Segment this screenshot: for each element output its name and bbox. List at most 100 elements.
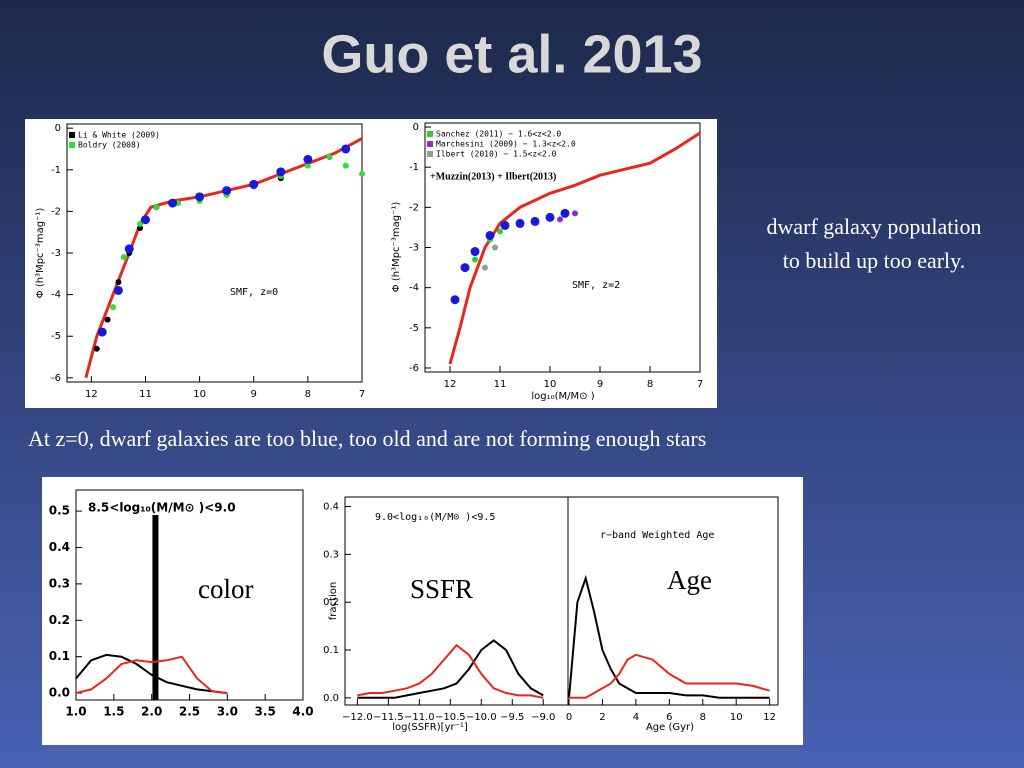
data-point [168, 198, 178, 208]
y-tick-label: 0.0 [49, 686, 70, 700]
annotation: SMF, z=0 [230, 287, 278, 298]
data-point [342, 162, 349, 169]
legend-swatch [69, 142, 75, 148]
y-tick-label: 0.3 [323, 549, 339, 560]
y-tick-label: 0.1 [49, 649, 70, 663]
series-line [568, 574, 770, 699]
y-tick-label: -2 [51, 206, 61, 217]
x-axis-label: log₁₀(M/M⊙ ) [531, 391, 594, 402]
side-note: dwarf galaxy population [766, 214, 981, 239]
data-point [482, 264, 488, 271]
y-tick-label: -1 [51, 165, 61, 176]
legend-label: Ilbert (2010) − 1.5<z<2.0 [436, 150, 557, 159]
y-tick-label: -4 [409, 283, 419, 294]
panel [380, 119, 717, 408]
x-tick-label: 7 [697, 379, 703, 390]
legend-label: Boldry (2008) [78, 141, 141, 150]
y-tick-label: -6 [51, 373, 61, 384]
legend-label: Marchesini (2009) − 1.3<z<2.0 [436, 140, 576, 149]
x-tick-label: 3.5 [255, 705, 276, 719]
panel [25, 119, 380, 408]
x-tick-label: −11.0 [404, 712, 435, 723]
x-tick-label: 10 [730, 712, 743, 723]
legend-swatch [427, 141, 433, 147]
series-line [569, 653, 770, 699]
x-tick-label: −10.5 [435, 712, 466, 723]
series-line [357, 643, 544, 699]
data-point [93, 345, 100, 352]
caption: At z=0, dwarf galaxies are too blue, too… [28, 426, 706, 451]
y-tick-label: 0.4 [49, 540, 70, 554]
x-tick-label: 9 [597, 379, 603, 390]
y-tick-label: -5 [51, 331, 61, 342]
chart-title: 8.5<log₁₀(M/M⊙ )<9.0 [88, 501, 236, 515]
data-point [492, 244, 498, 251]
legend-swatch [427, 151, 433, 157]
data-point [497, 228, 503, 235]
x-tick-label: 4 [633, 712, 639, 723]
x-tick-label: 9 [251, 389, 257, 400]
x-tick-label: 8 [700, 712, 706, 723]
data-point [222, 186, 232, 196]
data-point [97, 327, 107, 337]
side-note: to build up too early. [783, 248, 966, 273]
legend-label: Li & White (2009) [78, 131, 160, 140]
data-point [450, 295, 460, 305]
x-tick-label: 6 [666, 712, 672, 723]
y-tick-label: 0 [55, 123, 61, 134]
data-point [113, 285, 123, 295]
x-tick-label: 8 [647, 379, 653, 390]
data-point [104, 316, 111, 323]
y-axis-label: Φ (h³Mpc⁻³mag⁻¹) [35, 208, 46, 299]
x-tick-label: −9.5 [500, 712, 524, 723]
data-point [557, 216, 563, 223]
data-point [304, 162, 311, 169]
data-point [460, 263, 470, 273]
x-tick-label: 11 [494, 379, 507, 390]
x-tick-label: 4.0 [292, 705, 313, 719]
marker-line [152, 515, 159, 700]
data-point [572, 210, 578, 217]
y-tick-label: -5 [409, 323, 419, 334]
data-point [140, 215, 150, 225]
y-tick-label: 0.5 [49, 504, 70, 518]
x-axis-label: Age (Gyr) [646, 722, 694, 733]
data-point [120, 254, 127, 261]
data-point [249, 179, 259, 189]
y-axis-label: fraction [328, 582, 339, 620]
series-line [75, 653, 228, 695]
chart-title: 9.0<log₁₀(M/M⊙ )<9.5 [375, 512, 495, 523]
annotation: SSFR [410, 574, 473, 604]
data-point [137, 225, 144, 232]
data-point [276, 167, 286, 177]
x-tick-label: 7 [359, 389, 365, 400]
annotation: Age [667, 565, 712, 595]
data-point [530, 216, 540, 226]
y-tick-label: 0.4 [323, 502, 339, 513]
panel [315, 477, 803, 745]
legend-swatch [69, 132, 75, 138]
annotation: +Muzzin(2013) + Ilbert(2013) [430, 171, 556, 182]
x-tick-label: 0 [566, 712, 572, 723]
y-tick-label: -1 [409, 162, 419, 173]
x-tick-label: 12 [85, 389, 98, 400]
x-tick-label: 3.0 [217, 705, 238, 719]
data-point [110, 304, 117, 311]
y-tick-label: 0.2 [49, 613, 70, 627]
series-line [357, 639, 544, 699]
chart-title: r−band Weighted Age [600, 530, 714, 541]
data-point [341, 144, 351, 154]
legend-label: Sanchez (2011) − 1.6<z<2.0 [436, 130, 561, 139]
y-tick-label: -3 [409, 243, 419, 254]
data-point [472, 256, 478, 263]
series-line [448, 131, 701, 365]
x-tick-label: −11.5 [373, 712, 404, 723]
y-tick-label: -2 [409, 202, 419, 213]
annotation: SMF, z=2 [572, 280, 620, 291]
annotation: color [198, 574, 253, 604]
x-tick-label: 2.0 [141, 705, 162, 719]
series-line [75, 655, 228, 695]
y-tick-label: 0.2 [323, 597, 339, 608]
